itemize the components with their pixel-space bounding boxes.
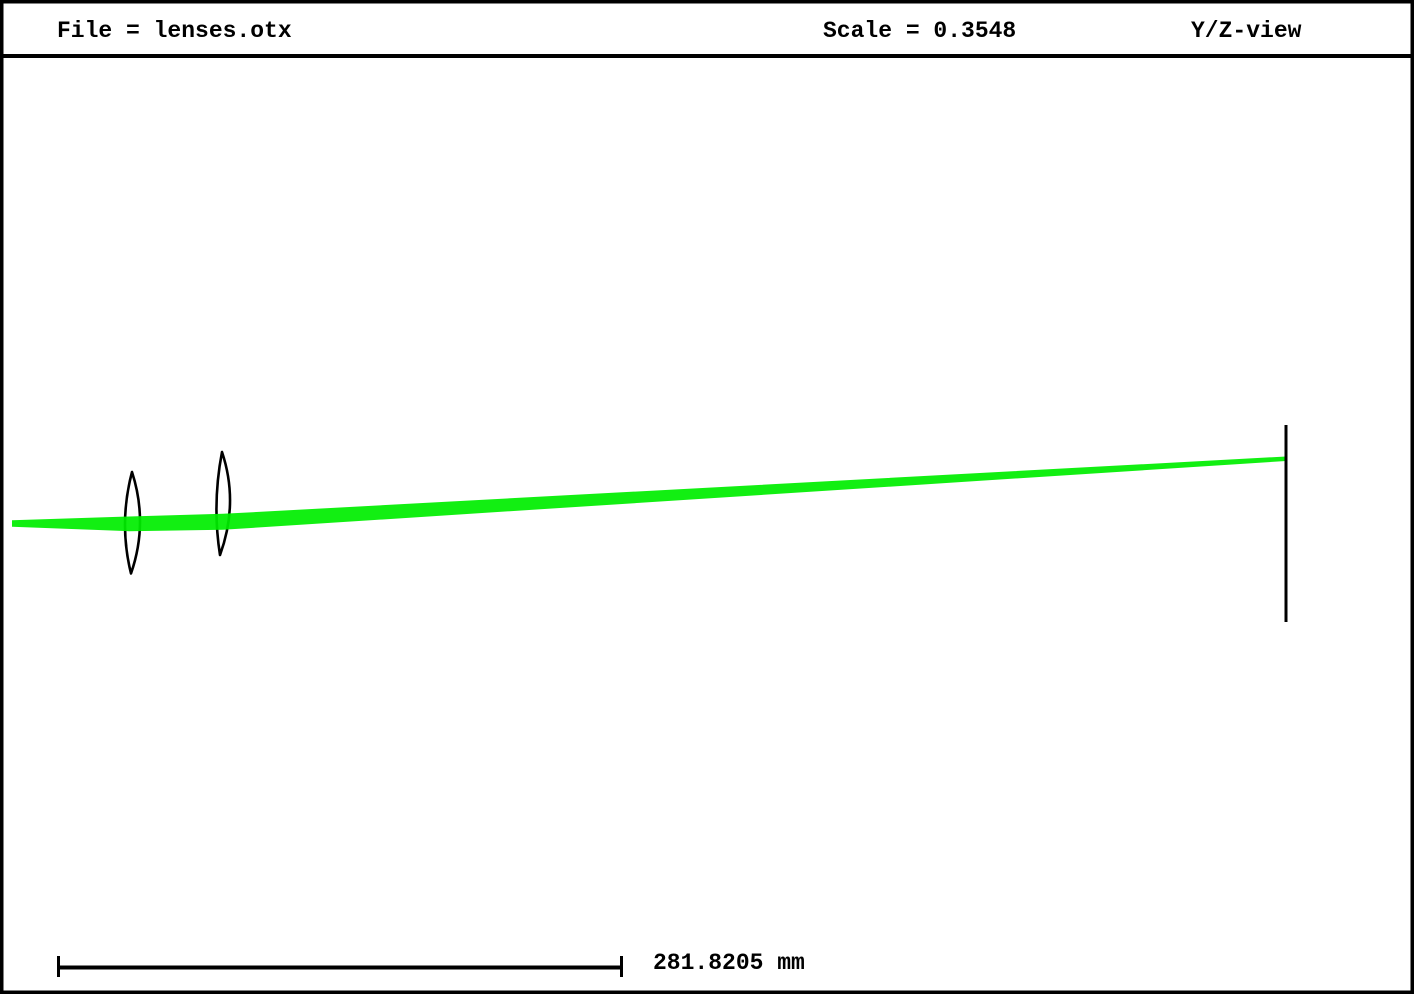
lens-element-1 [123, 470, 142, 575]
scale-bar [57, 956, 623, 977]
view-orientation-label: Y/Z-view [1191, 18, 1302, 44]
file-name-label: File = lenses.otx [57, 18, 292, 44]
ray-bundle [12, 456, 1286, 532]
lens-element-2 [215, 450, 232, 557]
scale-factor-label: Scale = 0.3548 [823, 18, 1017, 44]
scale-bar-dimension-label: 281.8205 mm [653, 950, 805, 976]
